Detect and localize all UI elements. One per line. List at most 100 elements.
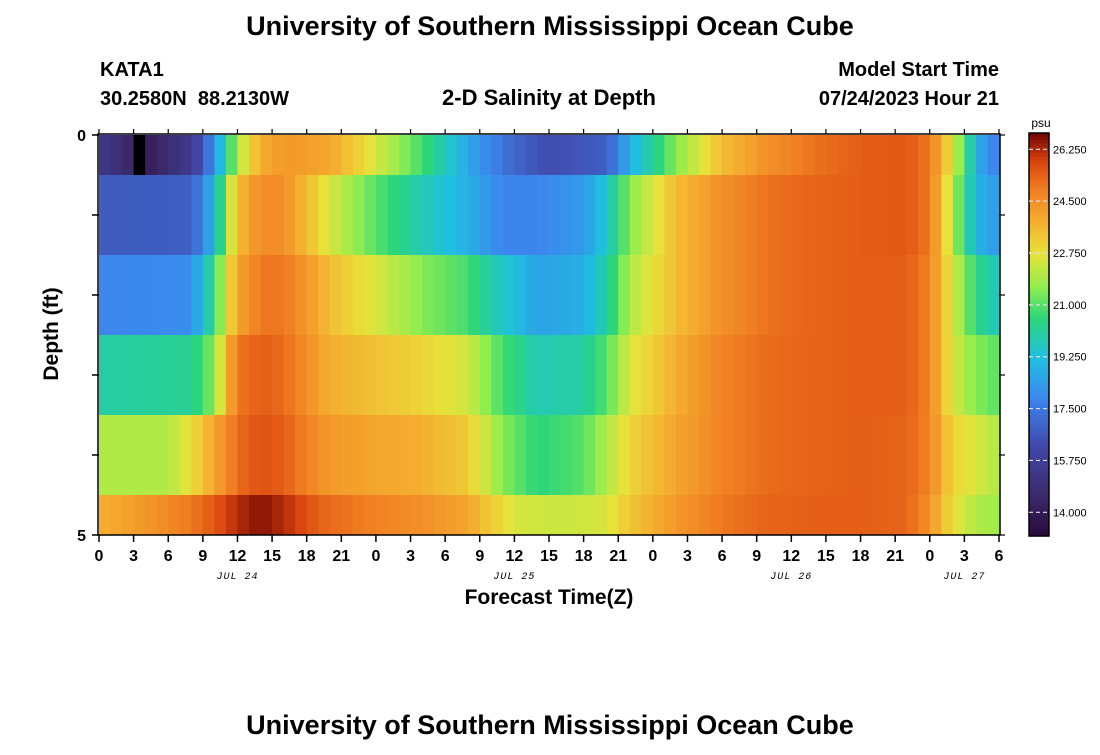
heatmap-cell xyxy=(191,255,204,335)
heatmap-cell xyxy=(975,495,989,535)
heatmap-cell xyxy=(479,415,492,495)
heatmap-cell xyxy=(272,495,285,535)
heatmap-cell xyxy=(722,495,735,535)
heatmap-cell xyxy=(572,255,585,335)
heatmap-cell xyxy=(699,495,712,535)
heatmap-cell xyxy=(445,175,458,255)
heatmap-cell xyxy=(156,135,169,175)
heatmap-cell xyxy=(895,175,908,255)
colorbar-swatch xyxy=(1029,166,1049,171)
y-tick-label: 5 xyxy=(77,528,86,545)
colorbar-swatch xyxy=(1029,190,1049,195)
colorbar-swatch xyxy=(1029,149,1049,154)
heatmap-cell xyxy=(399,135,412,175)
colorbar-swatch xyxy=(1029,344,1049,349)
heatmap-cell xyxy=(618,255,631,335)
heatmap-cell xyxy=(179,255,192,335)
heatmap-cell xyxy=(318,135,331,175)
heatmap-cell xyxy=(964,495,977,535)
heatmap-cell xyxy=(549,495,562,535)
heatmap-cell xyxy=(295,255,308,335)
page-title: University of Southern Mississippi Ocean… xyxy=(246,11,854,41)
heatmap-cell xyxy=(606,335,619,415)
colorbar-swatch xyxy=(1029,465,1049,470)
colorbar-swatch xyxy=(1029,415,1049,420)
heatmap-cell xyxy=(883,415,896,495)
colorbar-swatch xyxy=(1029,200,1049,205)
heatmap-cell xyxy=(791,335,804,415)
heatmap-cell xyxy=(295,335,308,415)
heatmap-cell xyxy=(179,135,192,175)
colorbar-swatch xyxy=(1029,304,1049,309)
heatmap-cell xyxy=(641,495,654,535)
heatmap-cell xyxy=(329,335,342,415)
heatmap-cell xyxy=(849,415,862,495)
heatmap-cell xyxy=(502,495,515,535)
colorbar-swatch xyxy=(1029,388,1049,393)
heatmap-cell xyxy=(237,335,250,415)
heatmap-cell xyxy=(883,135,896,175)
heatmap-cell xyxy=(422,135,435,175)
colorbar-swatch xyxy=(1029,216,1049,221)
colorbar-swatch xyxy=(1029,361,1049,366)
heatmap-cell xyxy=(156,495,169,535)
heatmap-cell xyxy=(468,335,481,415)
x-tick-label: 21 xyxy=(332,548,350,565)
model-start-time: 07/24/2023 Hour 21 xyxy=(819,88,999,110)
heatmap-cell xyxy=(99,135,112,175)
colorbar-swatch xyxy=(1029,314,1049,319)
heatmap-cell xyxy=(837,335,850,415)
heatmap-cell xyxy=(606,135,619,175)
heatmap-cell xyxy=(145,335,158,415)
heatmap-cell xyxy=(664,335,677,415)
heatmap-cell xyxy=(433,175,446,255)
colorbar-swatch xyxy=(1029,515,1049,520)
heatmap-cell xyxy=(964,135,977,175)
colorbar-swatch xyxy=(1029,452,1049,456)
plot-axes: 0 3 6 9 12 15 18 21 0 3 6 9 12 15 18 21 0 3 6 9 12 15 18 21 0 3 6J… xyxy=(77,128,1005,583)
heatmap-cell xyxy=(629,335,642,415)
heatmap-cell xyxy=(525,335,539,415)
colorbar-swatch xyxy=(1029,180,1049,184)
heatmap-cell xyxy=(99,335,112,415)
heatmap-cell xyxy=(768,335,781,415)
heatmap-cell xyxy=(549,335,562,415)
colorbar-swatch xyxy=(1029,482,1049,487)
heatmap-cell xyxy=(745,335,758,415)
colorbar-swatch xyxy=(1029,321,1049,326)
colorbar-swatch xyxy=(1029,143,1049,148)
heatmap-cell xyxy=(618,175,631,255)
heatmap-cell xyxy=(906,135,919,175)
colorbar-swatch xyxy=(1029,169,1049,174)
heatmap-cell xyxy=(341,415,354,495)
colorbar-swatch xyxy=(1029,334,1049,339)
heatmap-cell xyxy=(560,135,573,175)
heatmap-cell xyxy=(110,495,123,535)
x-tick-label: 15 xyxy=(263,548,281,565)
heatmap-cell xyxy=(479,135,492,175)
heatmap-cell xyxy=(699,255,712,335)
heatmap-cell xyxy=(122,135,135,175)
heatmap-cell xyxy=(860,415,873,495)
heatmap-cell xyxy=(295,495,308,535)
colorbar-swatch xyxy=(1029,257,1049,262)
heatmap-cell xyxy=(849,495,862,535)
heatmap-cell xyxy=(456,175,469,255)
heatmap-cell xyxy=(733,255,746,335)
heatmap-cell xyxy=(687,135,700,175)
heatmap-cell xyxy=(191,135,204,175)
colorbar-swatch xyxy=(1029,445,1049,450)
heatmap-cell xyxy=(652,335,665,415)
heatmap-cell xyxy=(814,135,827,175)
heatmap-cell xyxy=(145,495,158,535)
heatmap-cell xyxy=(202,135,215,175)
colorbar-swatch xyxy=(1029,364,1049,369)
colorbar-swatch xyxy=(1029,418,1049,423)
heatmap-cell xyxy=(191,415,204,495)
heatmap-cell xyxy=(606,175,619,255)
heatmap-cell xyxy=(606,495,619,535)
heatmap-cell xyxy=(941,495,954,535)
colorbar-swatch xyxy=(1029,287,1049,292)
heatmap-cell xyxy=(260,135,273,175)
heatmap-cell xyxy=(283,415,296,495)
